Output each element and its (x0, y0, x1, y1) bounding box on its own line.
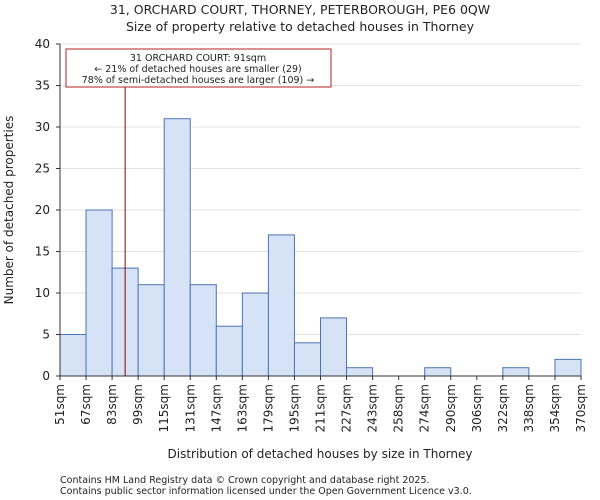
y-tick-label-0: 0 (42, 369, 50, 383)
bar-354sqm (554, 358, 582, 377)
bar-274sqm (424, 367, 452, 377)
x-axis-label: Distribution of detached houses by size … (168, 447, 473, 461)
x-tick-label-16: 306sqm (470, 384, 484, 432)
y-tick-label-6: 30 (35, 120, 50, 134)
y-tick-label-4: 20 (35, 203, 50, 217)
annotation-box: 31 ORCHARD COURT: 91sqm ← 21% of detache… (65, 48, 332, 88)
bar-67sqm (85, 209, 113, 377)
x-tick-label-12: 243sqm (366, 384, 380, 432)
x-tick-label-0: 51sqm (53, 384, 67, 425)
x-tick-label-2: 83sqm (105, 384, 119, 425)
bar-322sqm (502, 367, 530, 377)
x-tick-label-20: 370sqm (574, 384, 588, 432)
bar-179sqm (267, 234, 295, 377)
x-tick-label-18: 338sqm (522, 384, 536, 432)
bar-163sqm (241, 292, 269, 377)
bar-131sqm (189, 284, 217, 377)
annotation-line-1: 31 ORCHARD COURT: 91sqm (130, 53, 266, 64)
bar-227sqm (346, 367, 374, 377)
x-tick-label-8: 179sqm (261, 384, 275, 432)
annotation-line-2: ← 21% of detached houses are smaller (29… (94, 64, 301, 75)
x-tick-label-13: 258sqm (392, 384, 406, 432)
annotation-line-3: 78% of semi-detached houses are larger (… (82, 75, 315, 86)
x-tick-label-6: 147sqm (209, 384, 223, 432)
x-tick-label-5: 131sqm (183, 384, 197, 432)
y-tick-label-3: 15 (35, 245, 50, 259)
y-tick-label-5: 25 (35, 162, 50, 176)
x-tick-label-15: 290sqm (444, 384, 458, 432)
chart-subtitle: Size of property relative to detached ho… (126, 19, 475, 34)
x-tick-label-10: 211sqm (314, 384, 328, 432)
annotation-frame (65, 48, 332, 88)
x-tick-label-9: 195sqm (287, 384, 301, 432)
y-tick-label-2: 10 (35, 286, 50, 300)
bar-99sqm (137, 284, 165, 377)
x-tick-label-1: 67sqm (79, 384, 93, 425)
footer-line-1: Contains HM Land Registry data © Crown c… (60, 475, 430, 486)
x-tick-label-17: 322sqm (496, 384, 510, 432)
y-axis-label: Number of detached properties (2, 116, 16, 305)
x-ticks: 51sqm 67sqm 83sqm 99sqm 115sqm 131sqm 147sqm 16… (53, 376, 588, 432)
x-tick-label-7: 163sqm (235, 384, 249, 432)
bar-195sqm (293, 342, 322, 377)
y-tick-label-8: 40 (35, 37, 50, 51)
x-tick-label-19: 354sqm (548, 384, 562, 432)
y-tick-label-1: 5 (42, 328, 50, 342)
x-tick-label-3: 99sqm (131, 384, 145, 425)
y-tick-label-7: 35 (35, 79, 50, 93)
bars (59, 118, 582, 377)
bar-147sqm (215, 325, 243, 377)
x-tick-label-4: 115sqm (157, 384, 171, 432)
bar-51sqm (59, 334, 87, 377)
chart-title: 31, ORCHARD COURT, THORNEY, PETERBOROUGH… (110, 2, 490, 17)
footer-line-2: Contains public sector information licen… (60, 486, 472, 497)
bar-115sqm (163, 118, 191, 377)
x-tick-label-11: 227sqm (340, 384, 354, 432)
y-ticks: 0 5 10 15 20 25 30 35 40 (35, 37, 60, 383)
x-tick-label-14: 274sqm (418, 384, 432, 432)
bar-211sqm (320, 317, 348, 377)
